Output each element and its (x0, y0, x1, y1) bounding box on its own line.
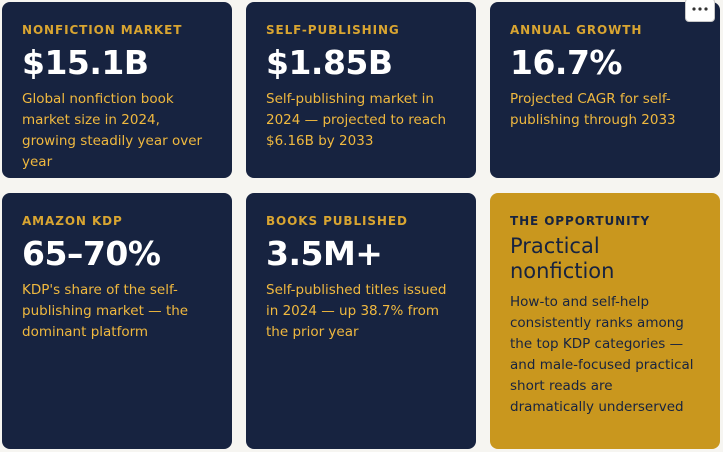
card-value: 65–70% (22, 234, 161, 273)
card-label: ANNUAL GROWTH (510, 23, 643, 37)
menu-icon (692, 7, 708, 11)
card-label: BOOKS PUBLISHED (266, 214, 408, 228)
card-title: Practical nonfiction (510, 234, 615, 283)
card-description: Global nonfiction book market size in 20… (22, 91, 203, 170)
card-label: THE OPPORTUNITY (510, 214, 651, 228)
stat-card: NONFICTION MARKET $15.1B Global nonfiction… (2, 2, 232, 178)
stat-card: ANNUAL GROWTH 16.7% Projected CAGR for sel… (490, 2, 720, 178)
card-label: AMAZON KDP (22, 214, 123, 228)
card-label: SELF-PUBLISHING (266, 23, 400, 37)
stat-card: AMAZON KDP 65–70% KDP's share of the self-… (2, 193, 232, 449)
card-value: $1.85B (266, 43, 393, 82)
card-label: NONFICTION MARKET (22, 23, 183, 37)
card-description: Self-published titles issued in 2024 — u… (266, 282, 447, 340)
stat-card: SELF-PUBLISHING $1.85B Self-publishing mar… (246, 2, 476, 178)
card-value: $15.1B (22, 43, 149, 82)
card-value: 3.5M+ (266, 234, 383, 273)
card-description: Projected CAGR for self-publishing throu… (510, 91, 676, 128)
more-menu-button[interactable] (685, 0, 715, 22)
card-description: How-to and self-help consistently ranks … (510, 294, 694, 415)
card-description: KDP's share of the self-publishing marke… (22, 282, 189, 340)
card-description: Self-publishing market in 2024 — project… (266, 91, 447, 149)
stat-card: BOOKS PUBLISHED 3.5M+ Self-published title… (246, 193, 476, 449)
stat-card: THE OPPORTUNITY Practical nonfiction How-t… (490, 193, 720, 449)
card-value: 16.7% (510, 43, 623, 82)
